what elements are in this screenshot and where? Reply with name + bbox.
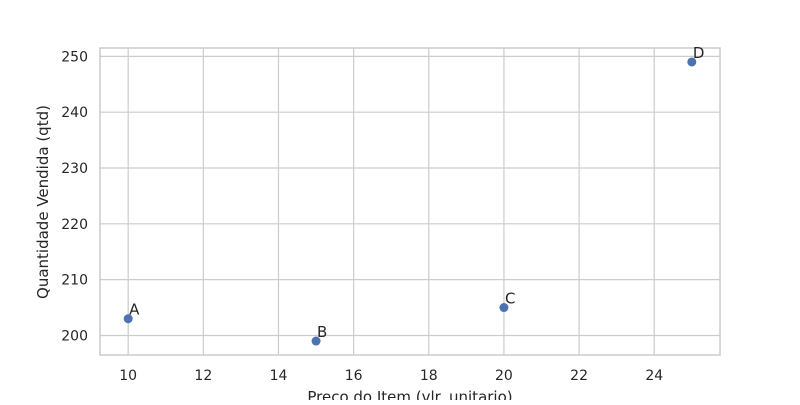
- x-axis-label: Preço do Item (vlr. unitario): [307, 388, 512, 400]
- y-tick-label: 230: [61, 161, 88, 177]
- data-point: [123, 314, 133, 324]
- x-tick-label: 24: [645, 368, 663, 384]
- x-tick-label: 20: [495, 368, 513, 384]
- point-label: A: [129, 301, 140, 319]
- point-label: D: [693, 44, 705, 62]
- x-tick-label: 14: [270, 368, 288, 384]
- grid: [100, 48, 720, 355]
- data-point: [687, 57, 697, 67]
- y-tick-label: 210: [61, 273, 88, 289]
- y-tick-label: 220: [61, 217, 88, 233]
- x-tick-label: 10: [119, 368, 137, 384]
- data-points: A B C D: [123, 44, 705, 346]
- point-label: B: [317, 323, 327, 341]
- x-axis-ticks: 10 12 14 16 18 20 22 24: [119, 368, 663, 384]
- plot-frame: [99, 47, 721, 356]
- y-tick-label: 200: [61, 328, 88, 344]
- y-axis-ticks: 200 210 220 230 240 250: [61, 49, 88, 344]
- y-tick-label: 250: [61, 49, 88, 65]
- point-label: C: [505, 290, 515, 308]
- y-axis-label: Quantidade Vendida (qtd): [34, 105, 52, 299]
- data-point: [499, 303, 509, 313]
- x-tick-label: 22: [570, 368, 588, 384]
- x-tick-label: 16: [345, 368, 363, 384]
- x-tick-label: 18: [420, 368, 438, 384]
- y-tick-label: 240: [61, 105, 88, 121]
- data-point: [311, 336, 321, 346]
- x-tick-label: 12: [194, 368, 212, 384]
